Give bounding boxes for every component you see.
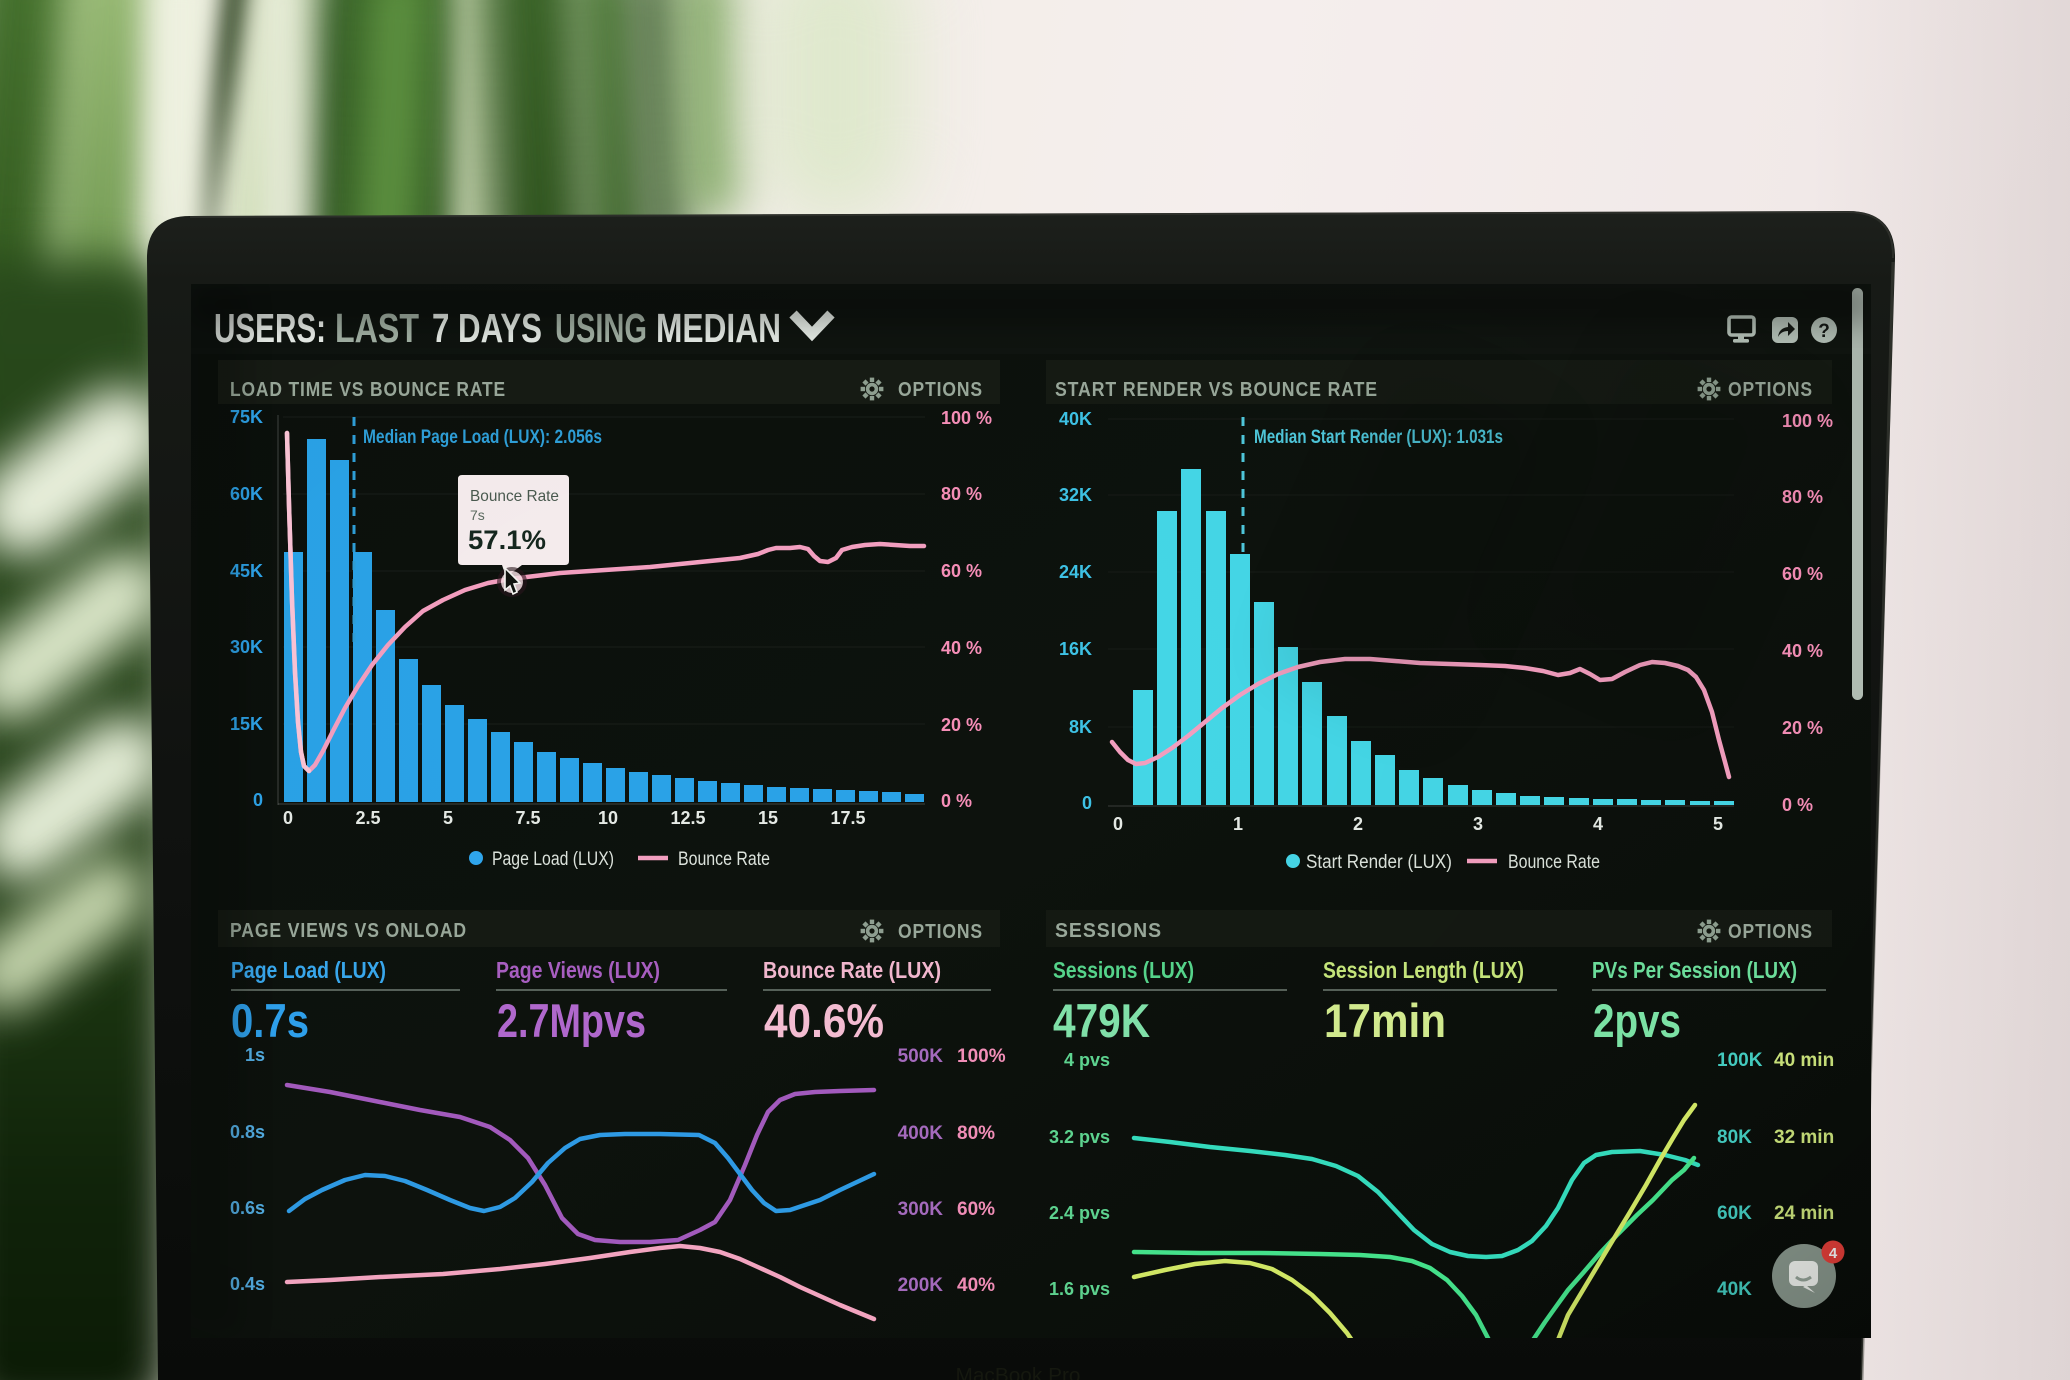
svg-text:MacBook Pro: MacBook Pro	[956, 1365, 1081, 1380]
